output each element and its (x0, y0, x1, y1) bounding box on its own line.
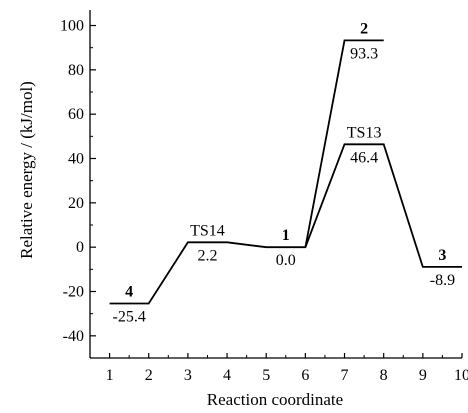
y-tick-label: 80 (68, 62, 84, 79)
axes: 1 2 3 4 5 6 7 8 9 10 -40 -20 0 20 40 60 80 100 (60, 10, 468, 384)
x-tick-label: 7 (341, 367, 349, 384)
x-tick-label: 5 (262, 367, 270, 384)
level-name-label: TS14 (190, 222, 225, 239)
x-tick-label: 8 (380, 367, 388, 384)
x-tick-label: 3 (184, 367, 192, 384)
y-tick-label: 100 (60, 18, 84, 35)
x-tick-label: 2 (145, 367, 153, 384)
level-value-label: 0.0 (276, 252, 296, 269)
level-name-label: 1 (282, 227, 290, 244)
y-tick-label: 0 (76, 239, 84, 256)
energy-path-line (304, 39, 384, 248)
x-tick-label: 1 (106, 367, 114, 384)
energy-path-line (109, 143, 462, 305)
level-value-label: -8.9 (430, 272, 455, 289)
level-name-label: 4 (125, 283, 133, 300)
level-name-label: 3 (438, 247, 446, 264)
level-value-label: 2.2 (197, 247, 217, 264)
x-tick-label: 6 (301, 367, 309, 384)
y-tick-label: 40 (68, 151, 84, 168)
y-tick-label: 60 (68, 106, 84, 123)
x-tick-label: 10 (454, 367, 468, 384)
level-value-label: -25.4 (112, 308, 145, 325)
y-tick-label: 20 (68, 195, 84, 212)
y-axis-title: Relative energy / (kJ/mol) (17, 81, 36, 259)
level-labels: 4 -25.4 TS14 2.2 1 0.0 2 93.3 TS13 46.4 3 -8.9 (112, 20, 455, 325)
x-axis-title: Reaction coordinate (207, 390, 343, 409)
level-name-label: 2 (360, 20, 368, 37)
y-tick-label: -40 (63, 328, 84, 345)
y-tick-label: -20 (63, 284, 84, 301)
x-tick-label: 4 (223, 367, 231, 384)
level-name-label: TS13 (347, 124, 382, 141)
x-tick-label: 9 (419, 367, 427, 384)
level-value-label: 46.4 (350, 149, 378, 166)
energy-paths (109, 39, 462, 305)
level-value-label: 93.3 (350, 45, 378, 62)
